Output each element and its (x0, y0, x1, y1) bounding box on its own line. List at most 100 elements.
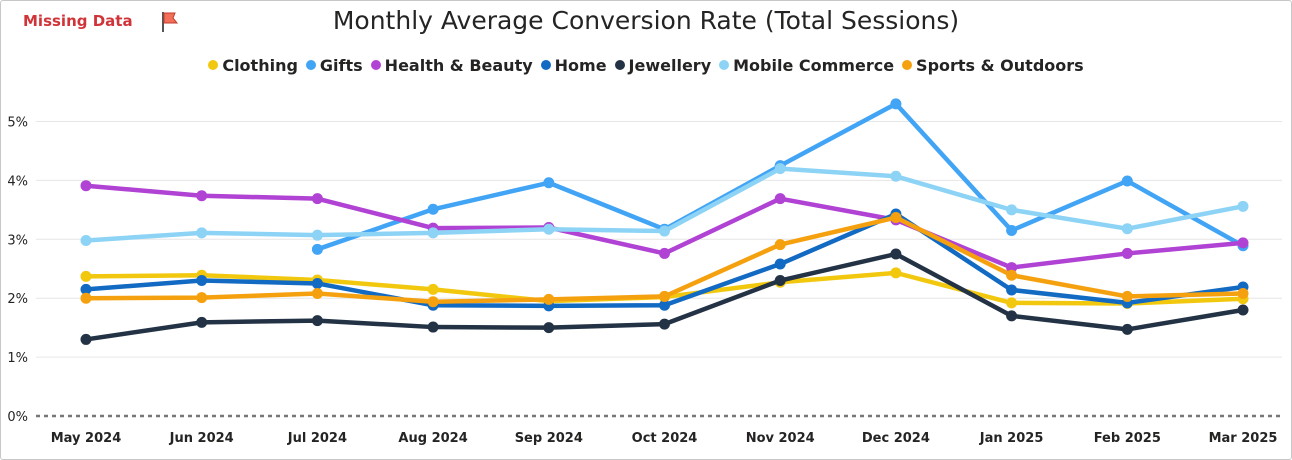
legend-label: Home (554, 56, 607, 75)
legend-item-sports-and-outdoors[interactable]: Sports & Outdoors (902, 56, 1084, 75)
data-point[interactable] (543, 177, 555, 189)
legend-item-home[interactable]: Home (540, 56, 607, 75)
data-point[interactable] (311, 193, 323, 205)
data-point[interactable] (427, 227, 439, 239)
legend-item-gifts[interactable]: Gifts (305, 56, 363, 75)
data-point[interactable] (1006, 269, 1018, 281)
data-point[interactable] (1237, 304, 1249, 316)
data-point[interactable] (196, 316, 208, 328)
legend-label: Gifts (319, 56, 363, 75)
data-point[interactable] (1237, 287, 1249, 299)
data-point[interactable] (1006, 204, 1018, 216)
data-point[interactable] (774, 193, 786, 205)
legend-label: Clothing (222, 56, 298, 75)
data-point[interactable] (1121, 323, 1133, 335)
data-point[interactable] (196, 292, 208, 304)
y-tick-label: 4% (7, 174, 28, 189)
data-point[interactable] (659, 225, 670, 237)
x-tick-label: Jul 2024 (287, 431, 347, 446)
data-point[interactable] (659, 247, 670, 259)
data-point[interactable] (543, 322, 555, 334)
x-tick-label: Feb 2025 (1094, 431, 1161, 446)
data-point[interactable] (427, 296, 439, 308)
legend-label: Sports & Outdoors (916, 56, 1084, 75)
data-point[interactable] (1006, 262, 1018, 274)
data-point[interactable] (311, 287, 323, 299)
y-tick-label: 2% (7, 292, 28, 307)
data-point[interactable] (196, 190, 208, 202)
legend-label: Health & Beauty (384, 56, 533, 75)
data-point[interactable] (80, 333, 92, 345)
x-tick-label: Mar 2025 (1209, 431, 1278, 446)
legend-item-clothing[interactable]: Clothing (208, 56, 298, 75)
data-point[interactable] (80, 180, 92, 192)
legend-dot (902, 60, 913, 70)
data-point[interactable] (311, 243, 323, 255)
data-point[interactable] (774, 163, 786, 175)
data-point[interactable] (543, 223, 555, 235)
data-point[interactable] (1006, 297, 1018, 309)
data-point[interactable] (80, 292, 92, 304)
missing-data-label[interactable]: Missing Data (23, 12, 133, 30)
data-point[interactable] (427, 321, 439, 333)
data-point[interactable] (543, 293, 555, 305)
data-point[interactable] (890, 248, 902, 260)
data-point[interactable] (1006, 284, 1018, 296)
x-tick-label: Jan 2025 (979, 431, 1044, 446)
series-mobile-commerce (80, 163, 1249, 246)
x-tick-label: Aug 2024 (398, 431, 467, 446)
y-tick-label: 1% (7, 351, 28, 366)
data-point[interactable] (1237, 237, 1249, 249)
data-point[interactable] (1121, 223, 1133, 235)
data-point[interactable] (1237, 200, 1249, 212)
data-point[interactable] (311, 277, 323, 289)
legend-item-health-and-beauty[interactable]: Health & Beauty (370, 56, 533, 75)
data-point[interactable] (311, 315, 323, 327)
y-tick-label: 5% (7, 116, 28, 131)
legend-dot (370, 60, 381, 70)
data-point[interactable] (1121, 247, 1133, 259)
data-point[interactable] (1121, 175, 1133, 187)
legend-item-jewellery[interactable]: Jewellery (614, 56, 712, 75)
data-point[interactable] (659, 318, 670, 330)
data-point[interactable] (80, 283, 92, 295)
data-point[interactable] (890, 212, 902, 224)
x-tick-label: Oct 2024 (632, 431, 698, 446)
x-tick-label: Jun 2024 (169, 431, 234, 446)
data-point[interactable] (659, 290, 670, 302)
x-tick-label: May 2024 (51, 431, 122, 446)
legend-item-mobile-commerce[interactable]: Mobile Commerce (719, 56, 894, 75)
data-point[interactable] (311, 229, 323, 241)
data-point[interactable] (196, 275, 208, 287)
y-tick-label: 3% (7, 233, 28, 248)
data-point[interactable] (80, 270, 92, 282)
data-point[interactable] (890, 267, 902, 279)
chart-title: Monthly Average Conversion Rate (Total S… (332, 6, 960, 35)
x-tick-label: Nov 2024 (746, 431, 815, 446)
data-point[interactable] (774, 258, 786, 270)
x-tick-label: Sep 2024 (515, 431, 583, 446)
data-point[interactable] (774, 239, 786, 251)
data-point[interactable] (890, 170, 902, 182)
flag-icon[interactable] (160, 10, 180, 34)
data-point[interactable] (80, 234, 92, 246)
data-point[interactable] (1006, 310, 1018, 322)
data-point[interactable] (427, 203, 439, 215)
legend-dot (208, 60, 219, 70)
data-point[interactable] (196, 227, 208, 239)
data-point[interactable] (659, 299, 670, 311)
data-point[interactable] (1121, 290, 1133, 302)
legend-label: Mobile Commerce (733, 56, 895, 75)
legend-dot (305, 60, 316, 70)
data-point[interactable] (890, 98, 902, 110)
data-point[interactable] (427, 283, 439, 295)
y-tick-label: 0% (7, 410, 28, 425)
series-sports-and-outdoors (80, 212, 1249, 308)
legend-dot (614, 60, 625, 70)
legend-dot (719, 60, 730, 70)
data-point[interactable] (774, 275, 786, 287)
legend-label: Jewellery (628, 56, 712, 75)
data-point[interactable] (1006, 224, 1018, 236)
legend: Clothing Gifts Health & Beauty Home Jeweller… (0, 56, 1292, 75)
